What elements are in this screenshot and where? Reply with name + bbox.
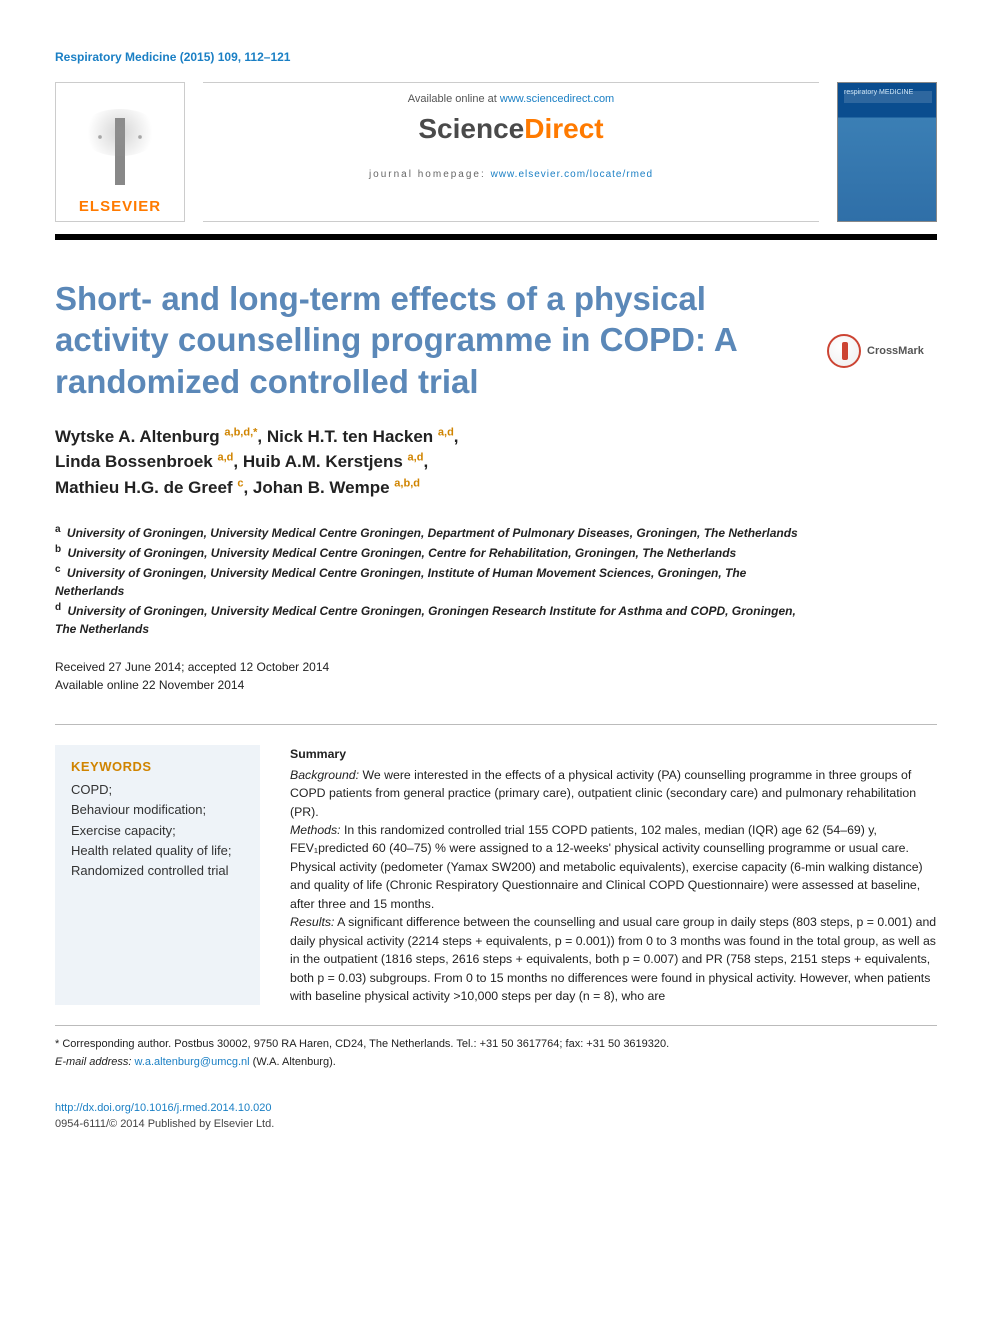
masthead: ELSEVIER Available online at www.science… <box>55 82 937 222</box>
author[interactable]: Nick H.T. ten Hacken a,d <box>267 427 454 446</box>
abstract-methods: Methods: In this randomized controlled t… <box>290 821 937 913</box>
article-dates: Received 27 June 2014; accepted 12 Octob… <box>55 658 937 694</box>
article-title: Short- and long-term effects of a physic… <box>55 278 807 402</box>
sd-logo-right: Direct <box>524 113 603 144</box>
cover-journal-name: respiratory MEDICINE <box>844 89 913 96</box>
sd-logo-left: Science <box>418 113 524 144</box>
abstract-background: Background: We were interested in the ef… <box>290 766 937 821</box>
crossmark-label: CrossMark <box>867 345 924 357</box>
affiliation: c University of Groningen, University Me… <box>55 562 815 600</box>
elsevier-logo[interactable]: ELSEVIER <box>55 82 185 222</box>
elsevier-tree-icon <box>70 99 170 194</box>
issn-copyright-line: 0954-6111/© 2014 Published by Elsevier L… <box>55 1116 937 1133</box>
keywords-list: COPD; Behaviour modification; Exercise c… <box>71 780 244 881</box>
elsevier-wordmark: ELSEVIER <box>79 198 161 215</box>
journal-cover-thumbnail[interactable]: respiratory MEDICINE <box>837 82 937 222</box>
crossmark-icon <box>827 334 861 368</box>
available-online-date: Available online 22 November 2014 <box>55 676 937 694</box>
abstract-results: Results: A significant difference betwee… <box>290 913 937 1005</box>
author[interactable]: Wytske A. Altenburg a,b,d,* <box>55 427 257 446</box>
masthead-rule <box>55 234 937 240</box>
available-online-line: Available online at www.sciencedirect.co… <box>408 93 614 105</box>
author[interactable]: Johan B. Wempe a,b,d <box>253 478 420 497</box>
journal-homepage-link[interactable]: www.elsevier.com/locate/rmed <box>491 169 654 180</box>
author-list: Wytske A. Altenburg a,b,d,*, Nick H.T. t… <box>55 424 937 501</box>
doi-link[interactable]: http://dx.doi.org/10.1016/j.rmed.2014.10… <box>55 1102 272 1114</box>
sciencedirect-logo[interactable]: ScienceDirect <box>418 113 603 145</box>
affiliation: a University of Groningen, University Me… <box>55 522 815 542</box>
affiliation: d University of Groningen, University Me… <box>55 600 815 638</box>
available-prefix: Available online at <box>408 93 500 105</box>
journal-homepage-line: journal homepage: www.elsevier.com/locat… <box>369 169 653 180</box>
keywords-heading: KEYWORDS <box>71 759 244 774</box>
affiliation: b University of Groningen, University Me… <box>55 542 815 562</box>
author[interactable]: Mathieu H.G. de Greef c <box>55 478 243 497</box>
summary-heading: Summary <box>290 745 937 763</box>
email-author-suffix: (W.A. Altenburg). <box>250 1056 336 1068</box>
doi-copyright-block: http://dx.doi.org/10.1016/j.rmed.2014.10… <box>55 1100 937 1133</box>
received-accepted-date: Received 27 June 2014; accepted 12 Octob… <box>55 658 937 676</box>
affiliation-list: a University of Groningen, University Me… <box>55 522 815 638</box>
author-email-link[interactable]: w.a.altenburg@umcg.nl <box>134 1056 249 1068</box>
homepage-prefix: journal homepage: <box>369 169 491 180</box>
sciencedirect-link[interactable]: www.sciencedirect.com <box>500 93 614 105</box>
divider <box>55 724 937 725</box>
running-header: Respiratory Medicine (2015) 109, 112–121 <box>55 50 937 64</box>
email-line: E-mail address: w.a.altenburg@umcg.nl (W… <box>55 1054 937 1072</box>
corresponding-author-note: * Corresponding author. Postbus 30002, 9… <box>55 1036 937 1054</box>
footnote-rule <box>55 1025 937 1026</box>
keywords-box: KEYWORDS COPD; Behaviour modification; E… <box>55 745 260 1005</box>
masthead-center: Available online at www.sciencedirect.co… <box>203 82 819 222</box>
author[interactable]: Linda Bossenbroek a,d <box>55 452 233 471</box>
footnotes: * Corresponding author. Postbus 30002, 9… <box>55 1036 937 1071</box>
crossmark-badge[interactable]: CrossMark <box>827 278 937 424</box>
author[interactable]: Huib A.M. Kerstjens a,d <box>243 452 424 471</box>
abstract: Summary Background: We were interested i… <box>290 745 937 1005</box>
email-label: E-mail address: <box>55 1056 134 1068</box>
